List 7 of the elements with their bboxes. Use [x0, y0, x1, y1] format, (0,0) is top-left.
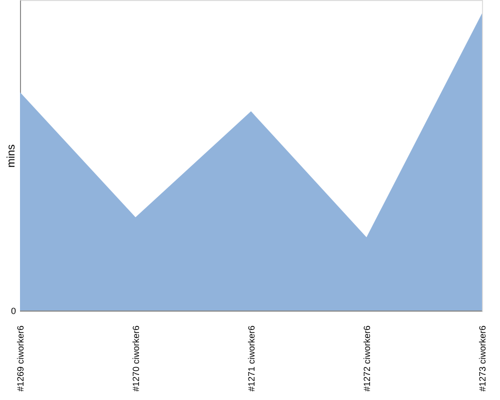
x-tick-label: #1273 ciworker6: [478, 326, 488, 392]
x-tick-label: #1272 ciworker6: [362, 326, 372, 392]
y-axis-title: mins: [6, 144, 18, 168]
text: 0: [10, 306, 16, 316]
x-tick-label: #1270 ciworker6: [131, 326, 141, 392]
x-tick-label: #1269 ciworker6: [16, 326, 26, 392]
x-tick-label: #1271 ciworker6: [246, 326, 256, 392]
